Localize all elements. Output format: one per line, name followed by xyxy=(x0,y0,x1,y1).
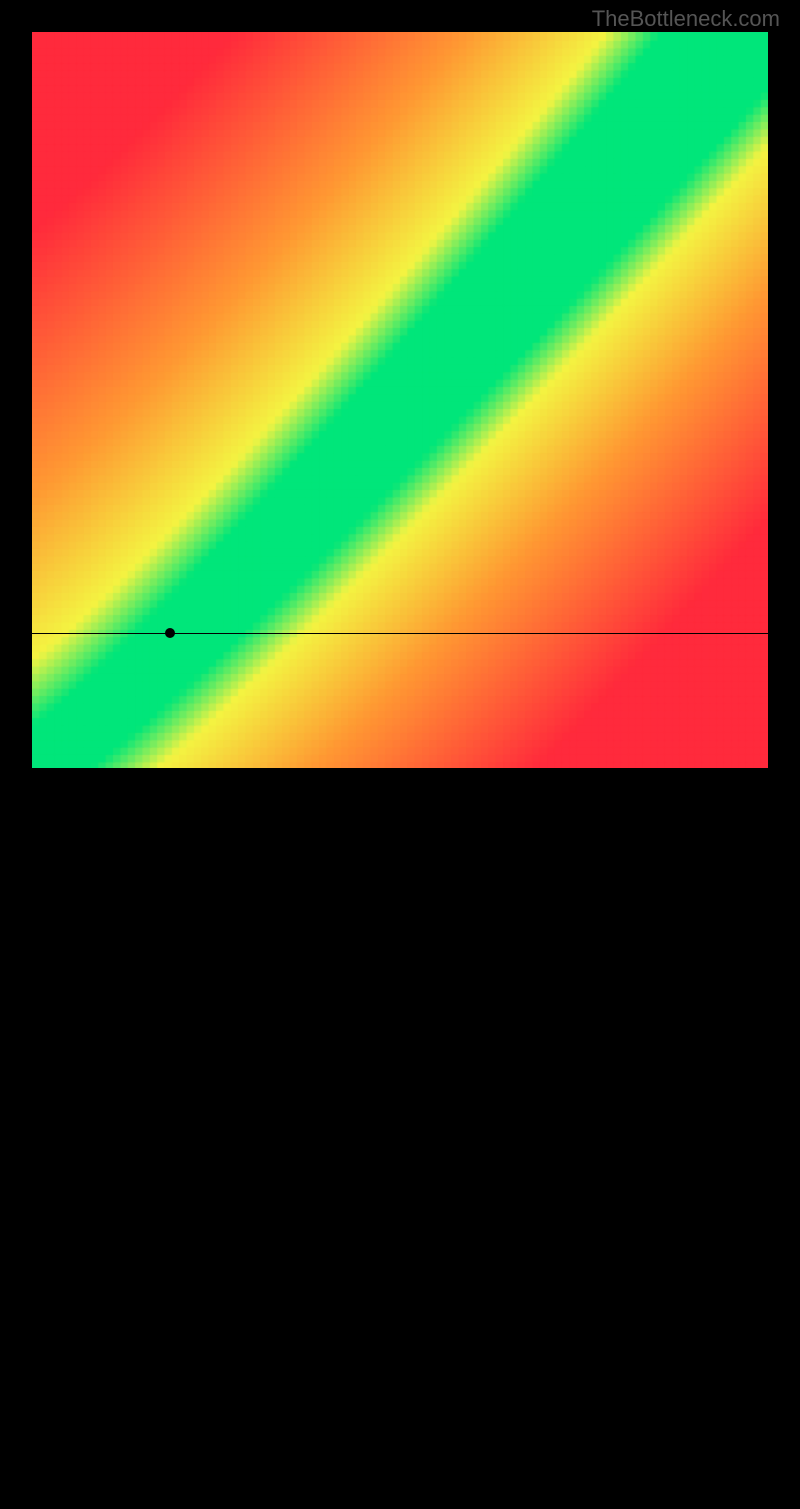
source-watermark: TheBottleneck.com xyxy=(592,6,780,32)
crosshair-horizontal xyxy=(32,633,768,634)
selection-marker xyxy=(165,628,175,638)
crosshair-vertical xyxy=(170,773,171,1509)
heatmap-canvas xyxy=(32,32,768,768)
heatmap-plot xyxy=(32,32,768,768)
